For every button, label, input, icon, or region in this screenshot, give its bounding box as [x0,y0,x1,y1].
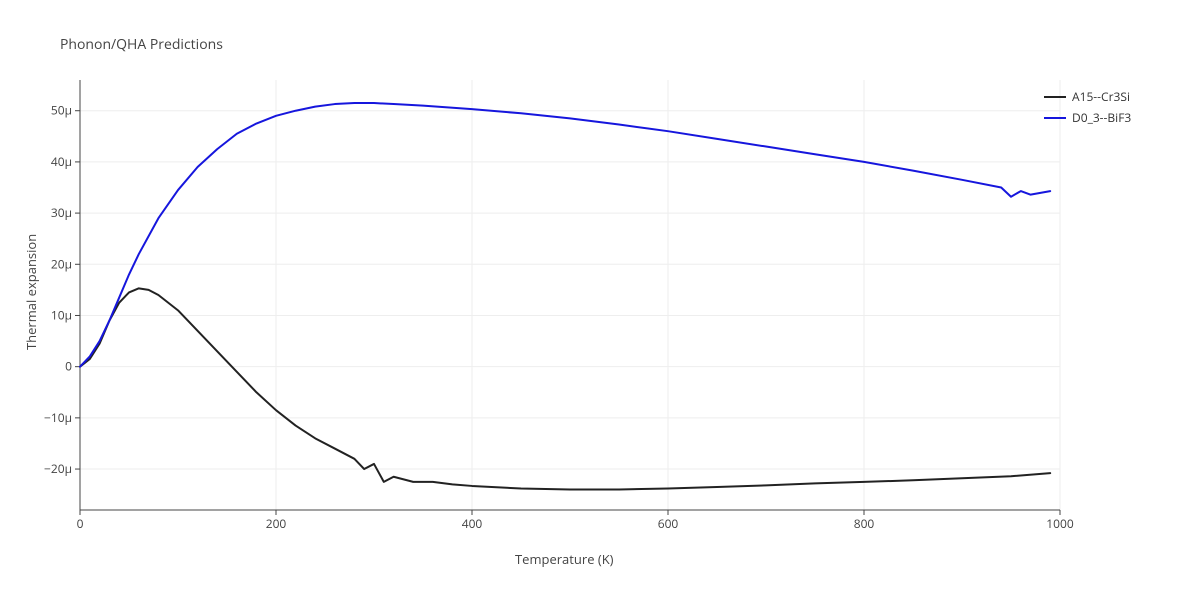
legend: A15--Cr3Si D0_3--BiF3 [1044,88,1131,130]
series-line [80,103,1050,367]
svg-text:50μ: 50μ [51,102,72,119]
svg-text:−20μ: −20μ [44,460,72,477]
chart-plot: −20μ −10μ 0 10μ 20μ 30μ 40μ 50μ 0 200 400 600 800 100… [0,0,1200,600]
chart-container: Phonon/QHA Predictions Temperature (K) T… [0,0,1200,600]
y-axis-label: Thermal expansion [22,234,40,350]
svg-text:800: 800 [854,515,875,532]
svg-text:1000: 1000 [1046,515,1074,532]
svg-text:40μ: 40μ [51,153,72,170]
svg-text:0: 0 [77,515,84,532]
legend-swatch-icon [1044,117,1066,119]
legend-item[interactable]: D0_3--BiF3 [1044,109,1131,126]
chart-title: Phonon/QHA Predictions [60,35,223,54]
svg-text:30μ: 30μ [51,204,72,221]
svg-text:20μ: 20μ [51,255,72,272]
svg-text:−10μ: −10μ [44,409,72,426]
legend-label: A15--Cr3Si [1072,88,1130,105]
svg-text:600: 600 [658,515,679,532]
legend-label: D0_3--BiF3 [1072,109,1131,126]
svg-text:10μ: 10μ [51,306,72,323]
svg-text:400: 400 [462,515,483,532]
legend-item[interactable]: A15--Cr3Si [1044,88,1131,105]
svg-text:0: 0 [65,358,72,375]
legend-swatch-icon [1044,96,1066,98]
svg-text:200: 200 [266,515,287,532]
x-axis-label: Temperature (K) [515,550,614,568]
series-line [80,288,1050,489]
